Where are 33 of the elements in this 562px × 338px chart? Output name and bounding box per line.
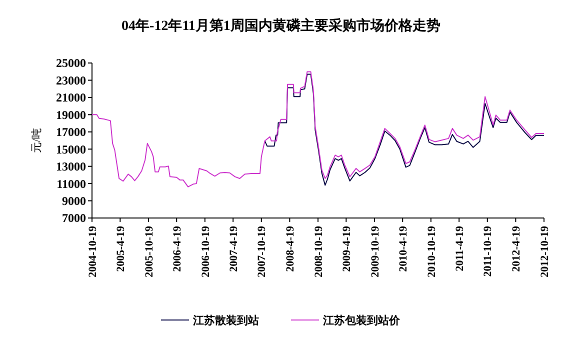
x-tick-label: 2008-4-19	[284, 226, 297, 272]
line-series	[92, 71, 544, 188]
x-tick-label: 2010-4-19	[397, 226, 410, 272]
y-tick-label: 19000	[56, 108, 86, 122]
legend-label: 江苏散装到站	[192, 314, 259, 327]
y-tick-label: 7000	[62, 211, 86, 226]
x-tick-label: 2005-10-19	[143, 226, 156, 278]
x-tick-label: 2011-10-19	[482, 226, 494, 277]
y-tick-label: 17000	[56, 125, 86, 140]
x-tick-label: 2007-4-19	[228, 226, 240, 272]
y-tick-label: 9000	[62, 194, 86, 208]
y-tick-label: 13000	[56, 160, 86, 174]
x-tick-label: 2009-10-19	[369, 226, 382, 278]
x-tick-label: 2008-10-19	[312, 226, 325, 278]
x-tick-label: 2006-10-19	[200, 226, 212, 278]
legend-label: 江苏包装到站价	[322, 314, 401, 327]
x-tick-label: 2007-10-19	[256, 226, 268, 278]
chart-title: 04年-12年11月第1周国内黄磷主要采购市场价格走势	[122, 17, 440, 34]
x-tick-label: 2010-10-19	[426, 226, 438, 278]
x-tick-label: 2006-4-19	[171, 226, 184, 272]
x-tick-label: 2012-10-19	[538, 226, 551, 278]
x-tick-label: 2005-4-19	[115, 226, 128, 272]
x-tick-label: 2012-4-19	[510, 226, 523, 272]
y-tick-label: 21000	[56, 90, 86, 105]
line-series	[264, 74, 544, 186]
y-tick-label: 15000	[56, 142, 86, 156]
x-tick-label: 2011-4-19	[454, 226, 466, 272]
x-tick-label: 2009-4-19	[341, 226, 354, 272]
y-tick-label: 11000	[56, 176, 86, 191]
y-axis-title: 元/吨	[30, 128, 43, 154]
x-tick-label: 2004-10-19	[86, 226, 99, 278]
y-tick-label: 25000	[56, 56, 86, 70]
y-tick-label: 23000	[56, 73, 86, 88]
